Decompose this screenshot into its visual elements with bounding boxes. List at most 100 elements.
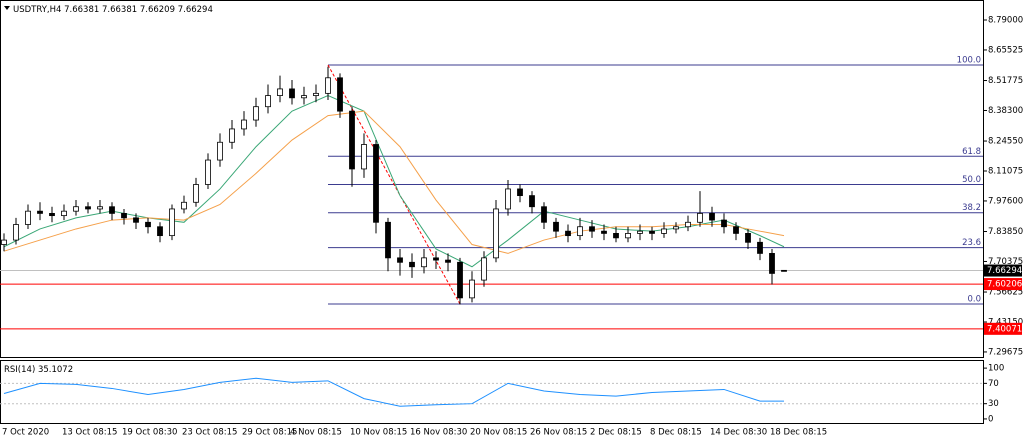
candle-body	[553, 221, 559, 232]
candle-body	[241, 119, 247, 130]
candle-body	[709, 212, 715, 221]
candle-body	[673, 226, 679, 230]
candle-body	[409, 261, 415, 268]
x-tick-label: 8 Dec 08:15	[650, 428, 702, 438]
y-tick-label: 7.83850	[988, 227, 1023, 237]
price-box	[984, 322, 1022, 335]
fib-label: 23.6	[962, 238, 981, 248]
candle-body	[421, 257, 427, 268]
candle-body	[301, 95, 307, 99]
candle-body	[385, 221, 391, 259]
x-tick-label: 23 Oct 08:15	[182, 428, 237, 438]
candle-body	[577, 226, 583, 237]
candle-body	[169, 208, 175, 237]
header: USDTRY,H4 7.66381 7.66381 7.66209 7.6629…	[13, 5, 213, 15]
close: 7.66294	[178, 5, 213, 15]
x-tick-label: 18 Dec 08:15	[770, 428, 827, 438]
x-tick-label: 26 Nov 08:15	[530, 428, 587, 438]
rsi-tick-label: 100	[988, 364, 1004, 374]
candle-body	[589, 226, 595, 232]
candle-body	[493, 208, 499, 259]
candle-body	[565, 230, 571, 237]
candle-body	[541, 206, 547, 223]
candle-body	[457, 261, 463, 299]
candle-body	[145, 221, 151, 228]
x-tick-label: 4 Nov 08:15	[290, 428, 342, 438]
candle-body	[97, 206, 103, 210]
candle-body	[373, 144, 379, 223]
candle-body	[397, 257, 403, 263]
y-tick-label: 7.56625	[988, 288, 1023, 298]
candle-body	[289, 88, 295, 99]
candle-body	[625, 233, 631, 239]
candle-body	[613, 233, 619, 239]
y-tick-label: 7.43150	[988, 317, 1023, 327]
rsi-tick-label: 30	[988, 399, 999, 409]
symbol-arrow	[4, 6, 10, 10]
candle-body	[253, 106, 259, 121]
candle-body	[85, 206, 91, 210]
candle-body	[469, 279, 475, 299]
rsi-name: RSI(14)	[4, 365, 35, 375]
y-tick-label: 7.97600	[988, 196, 1023, 206]
fib-label: 61.8	[962, 147, 981, 157]
candle-body	[313, 92, 319, 96]
candle-body	[157, 226, 163, 237]
candle-body	[193, 184, 199, 203]
price-box-label: 7.60206	[987, 280, 1022, 290]
fib-label: 38.2	[962, 203, 981, 213]
x-tick-label: 29 Oct 08:15	[242, 428, 297, 438]
x-tick-label: 19 Oct 08:30	[122, 428, 177, 438]
candle-body	[697, 212, 703, 223]
fib-label: 50.0	[962, 175, 981, 185]
candle-body	[433, 257, 439, 261]
x-tick-label: 7 Oct 2020	[2, 428, 49, 438]
candle-body	[637, 230, 643, 234]
candle-body	[205, 159, 211, 185]
rsi-tick-label: 0	[988, 414, 993, 424]
candle-body	[121, 212, 127, 219]
candle-body	[13, 224, 19, 241]
candle-body	[61, 210, 67, 217]
x-tick-label: 14 Dec 08:30	[710, 428, 767, 438]
price-box-label: 7.40071	[987, 324, 1022, 334]
candle-body	[685, 221, 691, 228]
y-tick-label: 8.24550	[988, 137, 1023, 147]
rsi-header: RSI(14) 35.1072	[4, 365, 73, 375]
candle-body	[337, 77, 343, 112]
candle-body	[277, 88, 283, 96]
candle-body	[37, 210, 43, 214]
x-tick-label: 16 Nov 08:30	[410, 428, 467, 438]
current-price-box	[984, 264, 1022, 277]
high: 7.66381	[102, 5, 137, 15]
rsi-tick-label: 70	[988, 379, 999, 389]
candle-body	[181, 201, 187, 210]
candle-body	[217, 141, 223, 161]
candle-body	[505, 188, 511, 210]
fib-label: 0.0	[967, 294, 981, 304]
candle-body	[73, 206, 79, 212]
y-tick-label: 8.79000	[988, 16, 1023, 26]
candle-body	[481, 257, 487, 281]
y-tick-label: 8.11075	[988, 166, 1023, 176]
candle-body	[25, 210, 31, 225]
y-tick-label: 7.70375	[988, 257, 1023, 267]
candle-body	[325, 77, 331, 94]
candle-body	[769, 253, 775, 274]
fib-label: 100.0	[957, 55, 981, 65]
candle-body	[133, 217, 139, 223]
candle-body	[601, 230, 607, 234]
price-box	[984, 278, 1022, 291]
current-price-label: 7.66294	[987, 266, 1022, 276]
candle-body	[109, 206, 115, 214]
y-tick-label: 8.51775	[988, 76, 1023, 86]
candle-body	[745, 233, 751, 243]
open: 7.66381	[64, 5, 99, 15]
candle-body	[229, 128, 235, 143]
y-tick-label: 7.29675	[988, 347, 1023, 357]
low: 7.66209	[140, 5, 175, 15]
x-tick-label: 13 Oct 08:15	[62, 428, 117, 438]
candle-body	[661, 228, 667, 234]
candle-body	[1, 239, 7, 245]
